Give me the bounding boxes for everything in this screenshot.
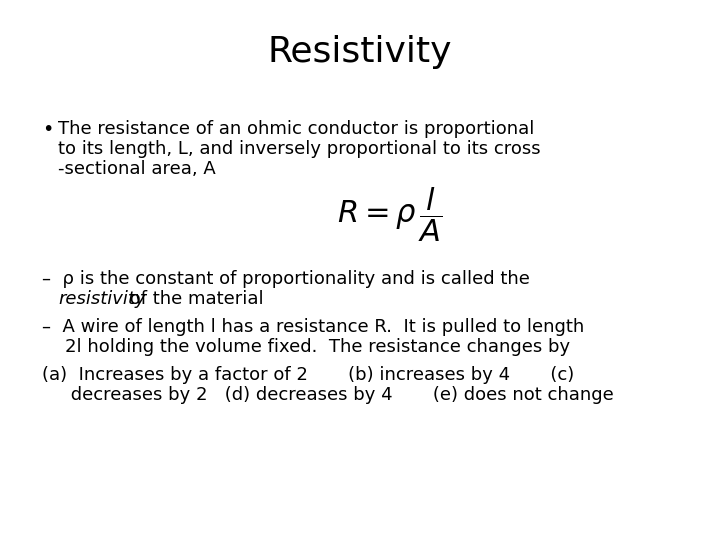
Text: $R = \rho\,\dfrac{l}{A}$: $R = \rho\,\dfrac{l}{A}$	[337, 186, 443, 244]
Text: 2l holding the volume fixed.  The resistance changes by: 2l holding the volume fixed. The resista…	[42, 338, 570, 356]
Text: –  ρ is the constant of proportionality and is called the: – ρ is the constant of proportionality a…	[42, 270, 530, 288]
Text: Resistivity: Resistivity	[268, 35, 452, 69]
Text: resistivity: resistivity	[58, 290, 145, 308]
Text: –  A wire of length l has a resistance R.  It is pulled to length: – A wire of length l has a resistance R.…	[42, 318, 584, 336]
Text: decreases by 2   (d) decreases by 4       (e) does not change: decreases by 2 (d) decreases by 4 (e) do…	[42, 386, 613, 404]
Text: The resistance of an ohmic conductor is proportional: The resistance of an ohmic conductor is …	[58, 120, 534, 138]
Text: (a)  Increases by a factor of 2       (b) increases by 4       (c): (a) Increases by a factor of 2 (b) incre…	[42, 366, 575, 384]
Text: to its length, L, and inversely proportional to its cross: to its length, L, and inversely proporti…	[58, 140, 541, 158]
Text: -sectional area, A: -sectional area, A	[58, 160, 216, 178]
Text: of the material: of the material	[124, 290, 264, 308]
Text: •: •	[42, 120, 53, 139]
